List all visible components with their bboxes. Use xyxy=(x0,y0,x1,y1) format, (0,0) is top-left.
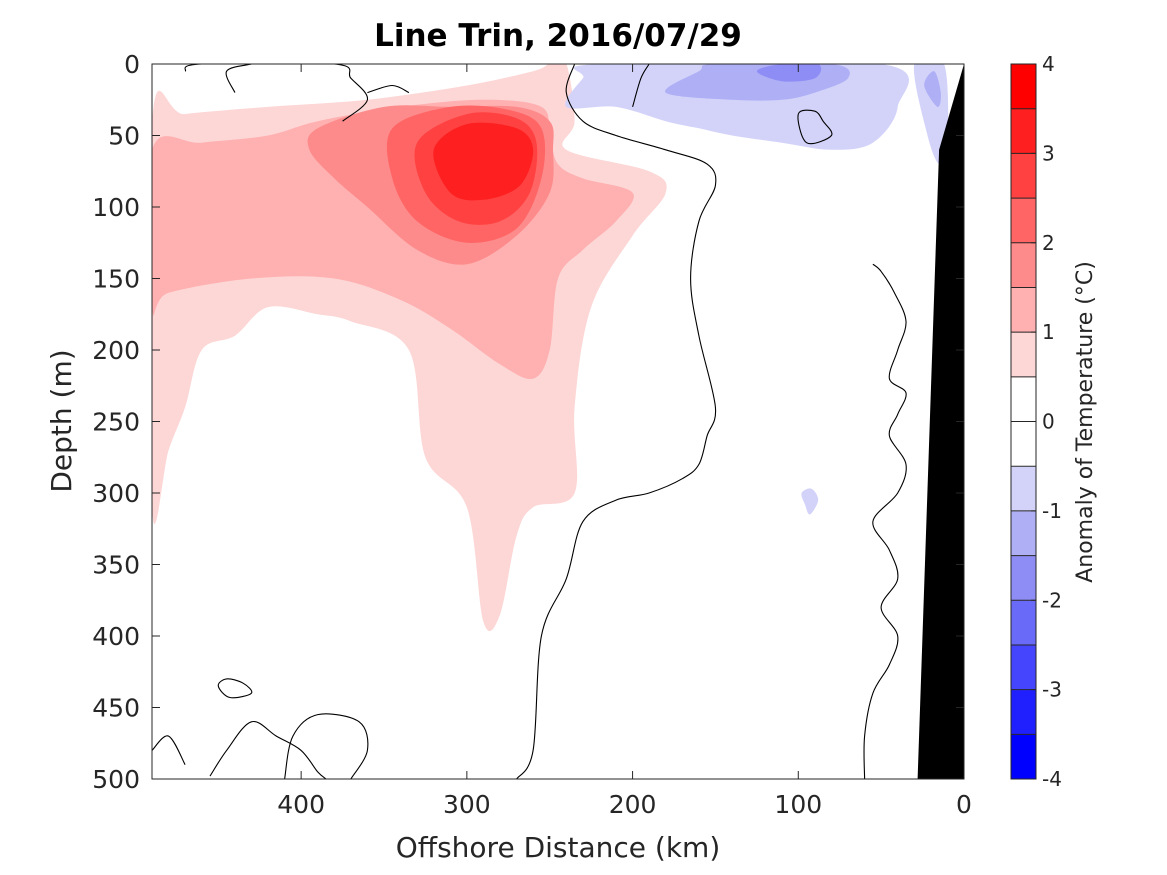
y-tick-label: 150 xyxy=(92,265,140,294)
colorbar-band xyxy=(1011,689,1036,735)
colorbar-tick-label: 3 xyxy=(1042,141,1055,165)
zero-contour-2 xyxy=(209,720,327,779)
zero-contour-0 xyxy=(516,64,717,779)
zero-contour-9 xyxy=(367,84,410,94)
x-tick-label: 100 xyxy=(774,790,822,819)
colorbar-band xyxy=(1011,64,1036,110)
colorbar-tick-label: -3 xyxy=(1042,678,1062,702)
chart-title: Line Trin, 2016/07/29 xyxy=(374,18,742,54)
zero-contour-1 xyxy=(152,735,186,765)
colorbar-band xyxy=(1011,466,1036,512)
colorbar: 4 3 2 1 0 -1 -2 -3 -4 xyxy=(1010,52,1062,791)
colorbar-band xyxy=(1011,153,1036,199)
colorbar-tick-label: 2 xyxy=(1042,231,1055,255)
zero-contour-10 xyxy=(797,109,833,145)
y-axis: 0 50 100 150 200 250 300 350 400 450 500 xyxy=(92,50,964,794)
colorbar-band xyxy=(1011,421,1036,467)
colorbar-band xyxy=(1011,198,1036,244)
y-tick-label: 200 xyxy=(92,336,140,365)
colorbar-band xyxy=(1011,734,1036,780)
y-tick-label: 100 xyxy=(92,193,140,222)
seafloor-mask xyxy=(917,64,964,779)
colorbar-label: Anomaly of Temperature (°C) xyxy=(1073,261,1098,583)
x-tick-label: 400 xyxy=(277,790,325,819)
x-axis: 400 300 200 100 0 xyxy=(277,64,972,819)
colorbar-band xyxy=(1011,287,1036,333)
colorbar-band xyxy=(1011,242,1036,288)
zero-contour-lines xyxy=(152,64,907,779)
y-tick-label: 0 xyxy=(124,50,140,79)
zero-contour-6 xyxy=(632,64,650,108)
x-tick-label: 0 xyxy=(956,790,972,819)
x-axis-label: Offshore Distance (km) xyxy=(396,831,721,864)
zero-contour-4 xyxy=(284,713,369,779)
colorbar-band xyxy=(1011,376,1036,422)
y-tick-label: 500 xyxy=(92,765,140,794)
plot-area-fills xyxy=(152,64,949,632)
y-tick-label: 400 xyxy=(92,622,140,651)
colorbar-tick-label: -4 xyxy=(1042,767,1062,791)
anomaly-region-5 xyxy=(433,122,534,201)
colorbar-band xyxy=(1011,510,1036,557)
colorbar-tick-label: 1 xyxy=(1042,320,1055,344)
y-tick-label: 250 xyxy=(92,408,140,437)
colorbar-band xyxy=(1011,555,1036,601)
colorbar-tick-label: -1 xyxy=(1042,499,1062,523)
y-tick-label: 450 xyxy=(92,694,140,723)
colorbar-tick-label: 4 xyxy=(1042,52,1055,76)
y-tick-label: 300 xyxy=(92,479,140,508)
colorbar-band xyxy=(1011,332,1036,378)
x-tick-label: 300 xyxy=(443,790,491,819)
zero-contour-3 xyxy=(217,678,253,699)
x-tick-label: 200 xyxy=(609,790,657,819)
y-tick-label: 350 xyxy=(92,551,140,580)
anomaly-region-11 xyxy=(801,488,819,515)
colorbar-band xyxy=(1011,108,1036,154)
zero-contour-8 xyxy=(225,64,252,93)
colorbar-tick-label: -2 xyxy=(1042,588,1062,612)
colorbar-tick-label: 0 xyxy=(1042,410,1055,434)
anomaly-region-8 xyxy=(756,64,822,82)
colorbar-band xyxy=(1011,600,1036,646)
land-mask xyxy=(917,64,964,779)
y-tick-label: 50 xyxy=(108,122,140,151)
colorbar-band xyxy=(1011,644,1036,691)
anomaly-region-10 xyxy=(924,71,941,108)
zero-contour-5 xyxy=(863,263,907,779)
y-axis-label: Depth (m) xyxy=(45,349,78,492)
